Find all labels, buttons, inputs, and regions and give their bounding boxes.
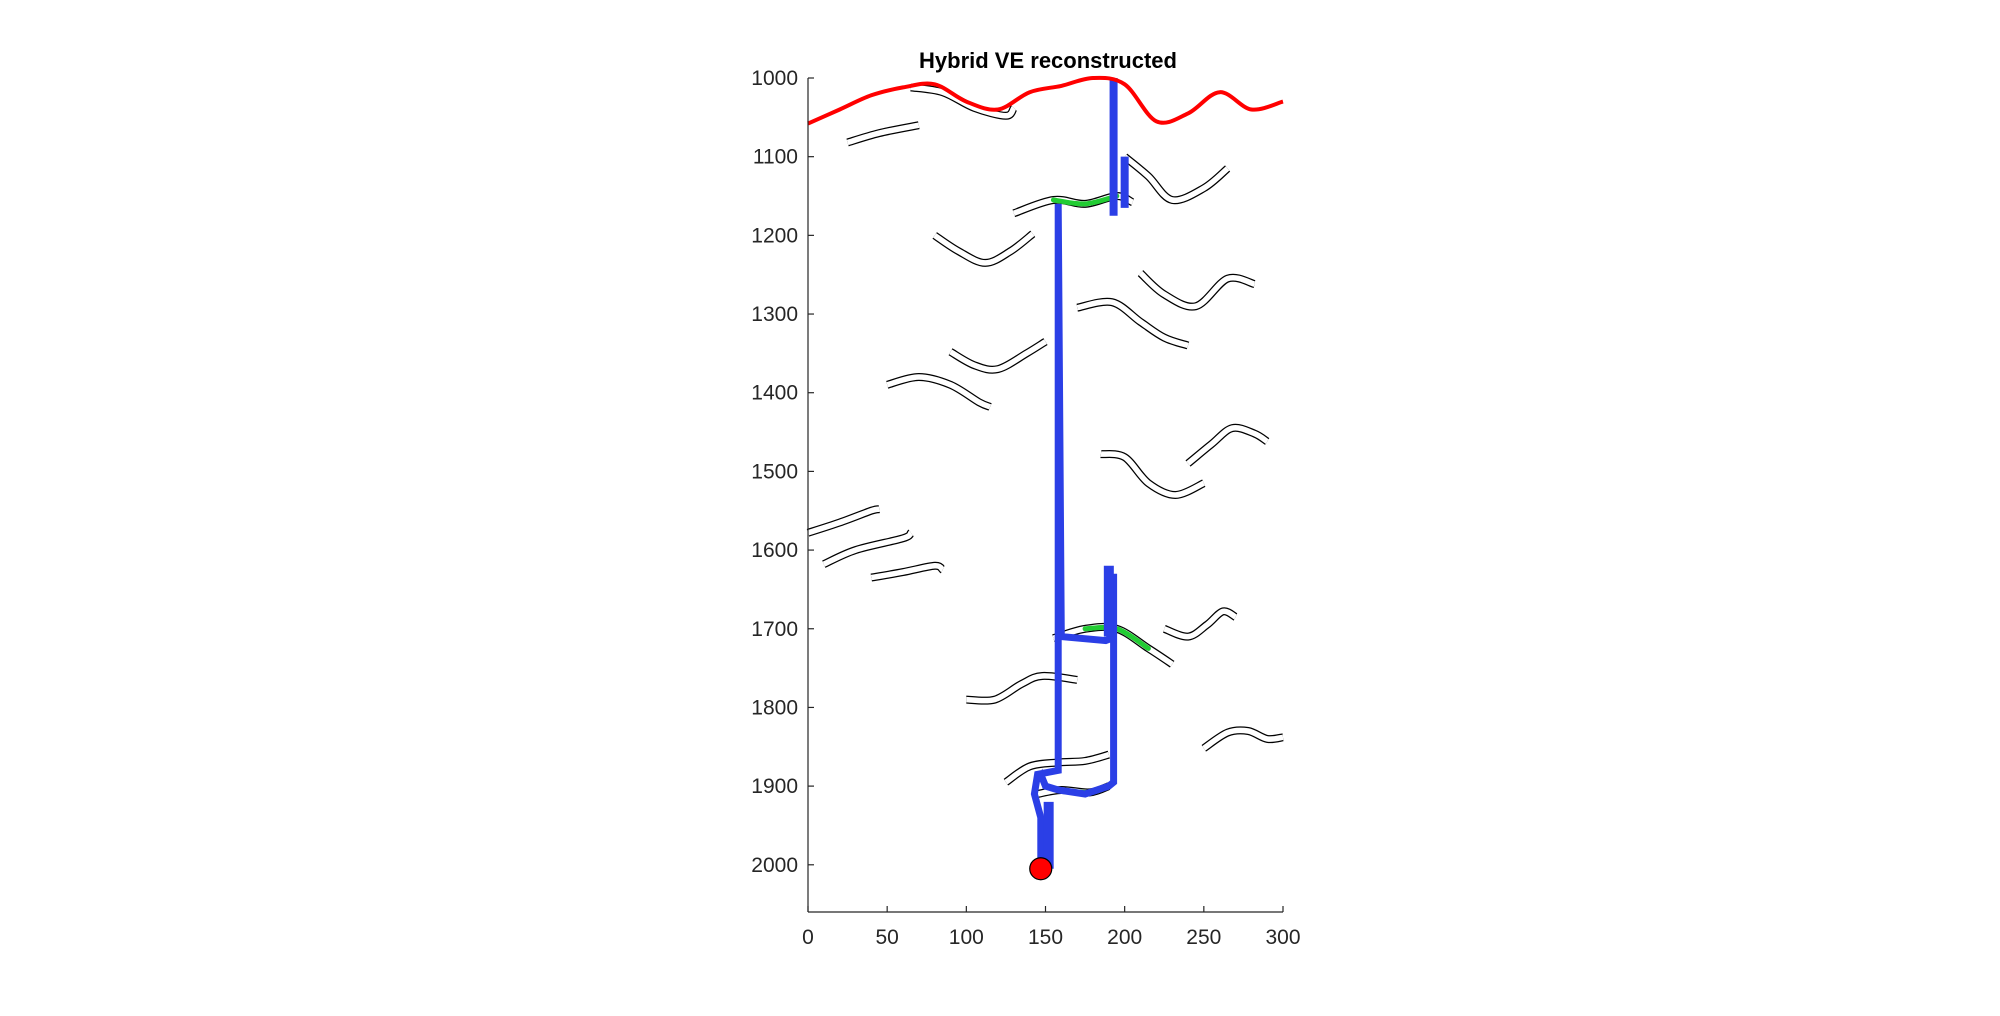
layer-band-3 (1122, 154, 1230, 203)
x-tick-label-50: 50 (875, 926, 898, 949)
y-tick-label-1300: 1300 (751, 303, 798, 326)
y-tick-label-1100: 1100 (753, 146, 798, 169)
layer-band-5 (1076, 298, 1189, 349)
source-marker (1029, 857, 1053, 881)
plot-area (806, 75, 1284, 881)
y-tick-label-1400: 1400 (751, 382, 798, 405)
layer-band-0 (910, 84, 1017, 119)
y-axis: 1000 1100 1200 1300 1400 1500 1600 1700 1800 1900… (751, 67, 814, 912)
layer-band-7 (949, 339, 1047, 373)
y-tick-label-1700: 1700 (751, 618, 798, 641)
layer-band-19 (1202, 727, 1284, 751)
layer-band-1 (846, 122, 920, 146)
y-tick-label-1900: 1900 (751, 775, 798, 798)
x-tick-label-200: 200 (1107, 926, 1142, 949)
chart-title: Hybrid VE reconstructed (919, 48, 1177, 73)
layer-band-6 (1138, 271, 1256, 310)
layer-band-11 (807, 506, 880, 536)
y-tick-label-1200: 1200 (751, 224, 798, 247)
layer-outline-3 (1122, 153, 1231, 205)
y-tick-label-1800: 1800 (751, 696, 798, 719)
surface-line (807, 75, 1284, 126)
x-tick-label-150: 150 (1028, 926, 1063, 949)
layer-band-15 (1163, 608, 1237, 640)
layer-band-8 (886, 374, 992, 410)
x-tick-label-250: 250 (1186, 926, 1221, 949)
layer-band-4 (933, 231, 1035, 266)
y-tick-label-1000: 1000 (751, 67, 798, 90)
layer-band-10 (1186, 425, 1269, 466)
layer-band-13 (870, 563, 945, 581)
x-tick-label-0: 0 (802, 926, 814, 949)
layer-band-12 (822, 530, 914, 567)
x-axis: 0 50 100 150 200 250 300 (802, 906, 1301, 949)
layer-band-9 (1100, 451, 1206, 498)
x-tick-label-100: 100 (949, 926, 984, 949)
layer-band-16 (966, 673, 1078, 704)
y-tick-label-2000: 2000 (751, 854, 798, 877)
x-tick-label-300: 300 (1265, 926, 1300, 949)
y-tick-label-1600: 1600 (751, 539, 798, 562)
layer-outline-7 (948, 338, 1048, 374)
y-tick-label-1500: 1500 (751, 460, 798, 483)
